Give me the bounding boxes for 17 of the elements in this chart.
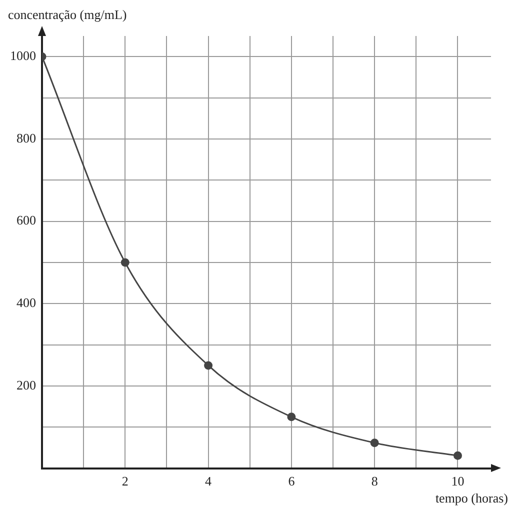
point	[120, 258, 130, 267]
point	[204, 361, 213, 370]
x-tick-label: 2	[122, 474, 128, 489]
point	[287, 412, 296, 422]
x-tick-label: 8	[371, 474, 378, 489]
x-tick-label: 10	[451, 474, 464, 489]
y-tick-label: 400	[16, 295, 36, 310]
y-tick-label: 1000	[10, 48, 36, 64]
y-tick-label: 200	[16, 377, 36, 392]
point	[453, 451, 462, 460]
x-axis-title: tempo (horas)	[435, 490, 508, 506]
y-axis-title: concentração (mg/mL)	[8, 6, 127, 22]
y-tick-label: 600	[16, 212, 36, 228]
y-tick-label: 800	[16, 130, 36, 146]
x-tick-label: 6	[288, 474, 296, 489]
x-tick-label: 4	[205, 474, 212, 489]
point	[370, 438, 379, 448]
